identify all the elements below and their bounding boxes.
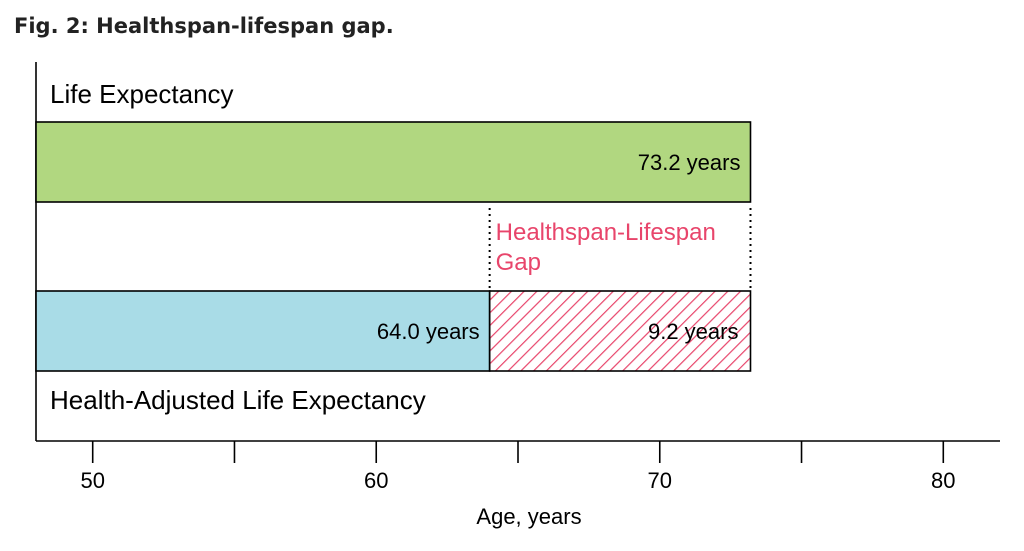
gap-value-label: 9.2 years xyxy=(648,319,739,344)
life-expectancy-value-label: 73.2 years xyxy=(638,150,741,175)
gap-annotation-label: Healthspan-Lifespan Gap xyxy=(496,219,716,276)
gap-hatched-bar xyxy=(488,290,752,372)
x-axis-label: Age, years xyxy=(476,504,581,529)
gap-label-line: Healthspan-Lifespan xyxy=(496,219,716,246)
x-tick-label: 70 xyxy=(648,468,672,493)
figure-title: Fig. 2: Healthspan-lifespan gap. xyxy=(14,14,394,38)
life-expectancy-label: Life Expectancy xyxy=(50,79,234,109)
gap-label-line: Gap xyxy=(496,249,541,276)
health-adjusted-label: Health-Adjusted Life Expectancy xyxy=(50,385,426,415)
x-tick-label: 80 xyxy=(931,468,955,493)
life-expectancy-bar xyxy=(35,121,752,203)
health-adjusted-value-label: 64.0 years xyxy=(377,319,480,344)
x-axis-ticks: 50 60 70 80 xyxy=(80,441,956,493)
health-adjusted-bar xyxy=(35,290,491,372)
x-tick-label: 60 xyxy=(364,468,388,493)
x-tick-label: 50 xyxy=(80,468,104,493)
